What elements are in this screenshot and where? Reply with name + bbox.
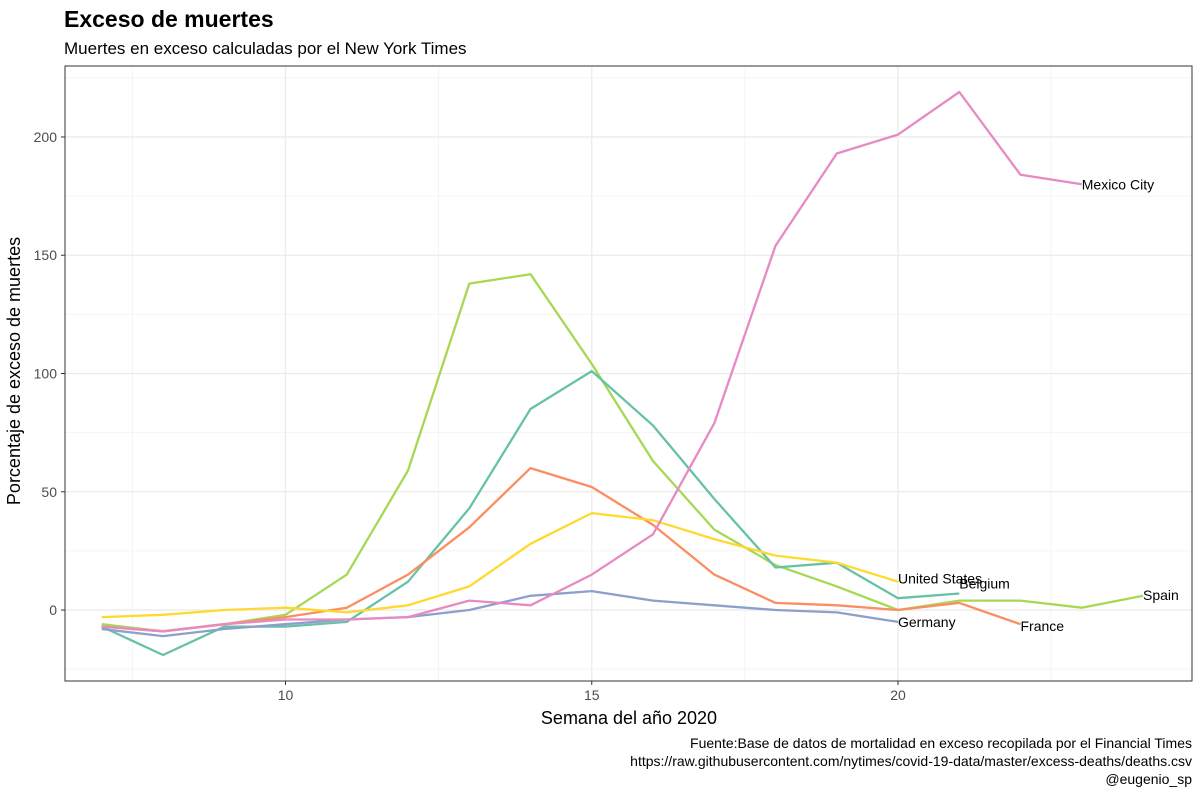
x-tick-label: 20: [890, 687, 906, 703]
caption-source: Fuente:Base de datos de mortalidad en ex…: [690, 735, 1192, 751]
series-label-united-states: United States: [898, 571, 982, 587]
series-line-spain: [101, 273, 1144, 633]
series-end-labels: Spain Belgium France United States Germany Me…: [898, 176, 1179, 634]
series-line-france: [101, 466, 1021, 633]
y-axis-title: Porcentaje de exceso de muertes: [4, 237, 24, 505]
series-label-belgium: Belgium: [959, 575, 1010, 591]
series-label-germany: Germany: [898, 614, 956, 630]
series-line-mexico-city: [101, 90, 1082, 633]
chart-subtitle: Muertes en exceso calculadas por el New …: [64, 39, 467, 58]
chart-title: Exceso de muertes: [64, 6, 274, 32]
series-lines: [101, 90, 1144, 657]
caption-author: @eugenio_sp: [1105, 771, 1192, 787]
y-axis-ticks: 0 50 100 150 200: [34, 129, 65, 618]
series-label-spain: Spain: [1143, 587, 1179, 603]
y-tick-label: 100: [34, 366, 58, 382]
y-tick-label: 150: [34, 247, 58, 263]
y-tick-label: 0: [49, 602, 57, 618]
x-tick-label: 15: [584, 687, 600, 703]
x-axis-ticks: 10 15 20: [278, 681, 906, 703]
x-axis-title: Semana del año 2020: [541, 708, 717, 728]
series-line-united-states: [101, 511, 899, 619]
y-tick-label: 200: [34, 129, 58, 145]
caption-url: https://raw.githubusercontent.com/nytime…: [630, 753, 1192, 769]
y-tick-label: 50: [41, 484, 57, 500]
series-label-mexico-city: Mexico City: [1082, 176, 1154, 192]
x-tick-label: 10: [278, 687, 294, 703]
series-label-france: France: [1021, 618, 1065, 634]
